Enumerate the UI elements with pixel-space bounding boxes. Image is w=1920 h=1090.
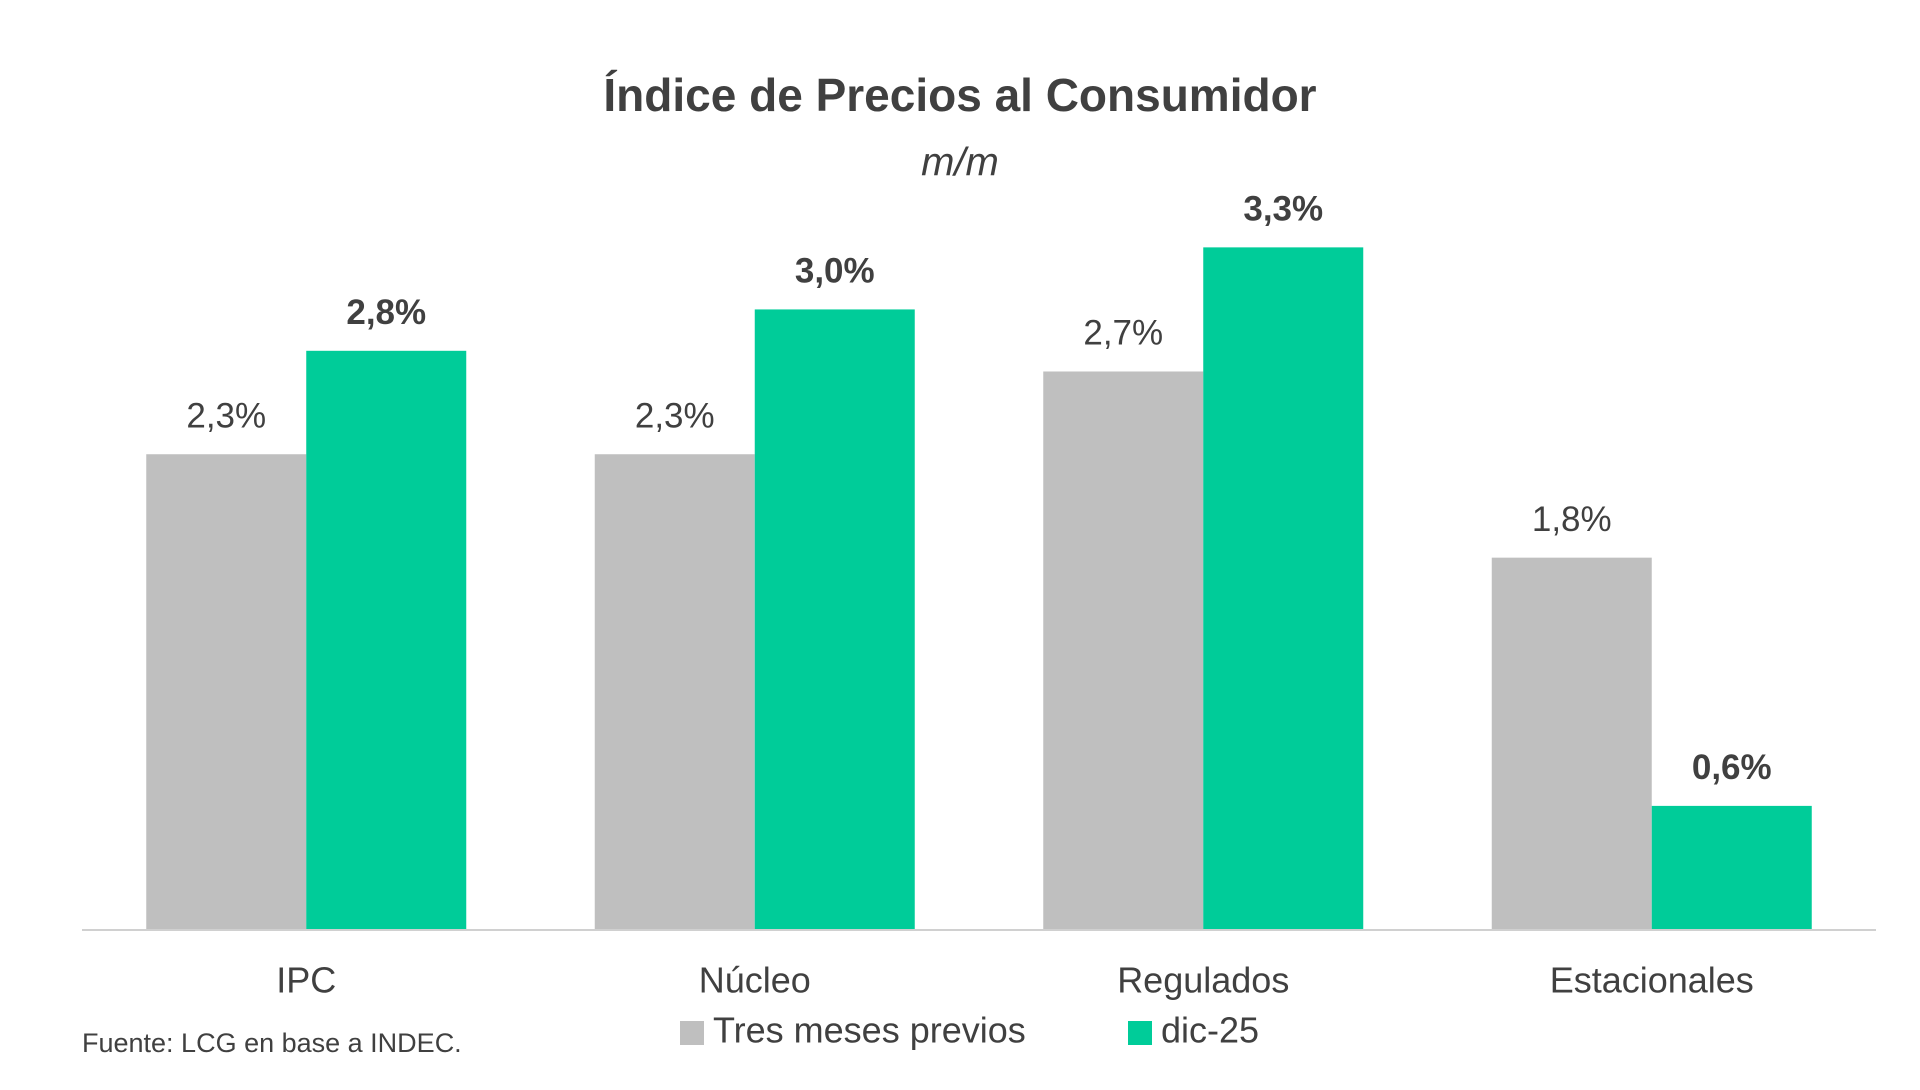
legend-label: dic-25	[1161, 1010, 1259, 1051]
value-label: 2,3%	[186, 396, 266, 435]
x-tick-label: Estacionales	[1550, 960, 1754, 1001]
legend-swatch	[1128, 1021, 1152, 1045]
x-tick-label: Núcleo	[699, 960, 811, 1001]
value-label: 3,0%	[795, 252, 875, 291]
value-label: 2,8%	[346, 293, 426, 332]
legend-swatch	[680, 1021, 704, 1045]
x-tick-label: IPC	[276, 960, 336, 1001]
bar	[754, 309, 915, 930]
chart-title: Índice de Precios al Consumidor	[603, 69, 1316, 121]
value-label: 3,3%	[1243, 190, 1323, 229]
bar	[594, 454, 755, 930]
bar	[1203, 247, 1364, 930]
value-label: 2,3%	[635, 396, 715, 435]
chart-subtitle: m/m	[921, 141, 999, 185]
bar	[1651, 805, 1812, 930]
bar	[146, 454, 307, 930]
x-tick-label: Regulados	[1117, 960, 1289, 1001]
bar	[306, 350, 467, 930]
value-label: 2,7%	[1083, 314, 1163, 353]
bar	[1043, 371, 1204, 930]
source-note: Fuente: LCG en base a INDEC.	[82, 1028, 462, 1058]
value-label: 0,6%	[1692, 748, 1772, 787]
value-label: 1,8%	[1532, 500, 1612, 539]
legend-label: Tres meses previos	[713, 1010, 1026, 1051]
bar	[1491, 557, 1652, 930]
